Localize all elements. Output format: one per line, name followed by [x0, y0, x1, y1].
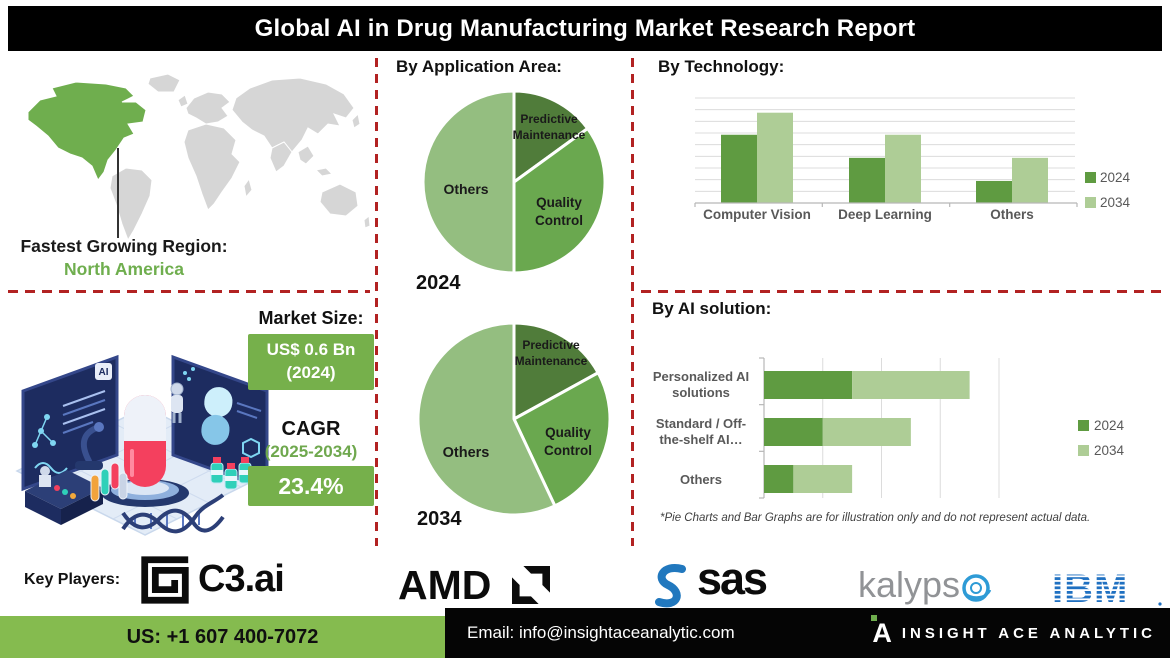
- ibm-logo: IBM: [1052, 568, 1162, 610]
- map-asia: [231, 77, 355, 153]
- svg-text:2034: 2034: [1094, 443, 1125, 458]
- region-label: Fastest Growing Region:: [20, 236, 228, 256]
- sas-logo-icon: [655, 564, 686, 608]
- pie2-label-predictive-maintenance: Predictive Maintenance: [514, 338, 588, 368]
- divider-vertical-right: [631, 58, 634, 546]
- right-screen-glyphs: [183, 367, 262, 459]
- map-japan: [351, 112, 361, 129]
- kalypso-logo-text: kalyps: [858, 564, 961, 605]
- footer-email: Email: info@insightaceanalytic.com: [467, 623, 735, 642]
- robot-figure: [170, 382, 184, 423]
- svg-text:2034: 2034: [1100, 195, 1131, 210]
- ai-cat-personalized: Personalized AI solutions: [652, 369, 750, 401]
- region-value: North America: [64, 259, 184, 279]
- market-size-year: (2024): [286, 363, 336, 382]
- lab-illustration: AI: [15, 354, 275, 536]
- divider-vertical-left: [375, 58, 378, 546]
- market-size-value: US$ 0.6 Bn: [266, 340, 356, 360]
- technology-bar-chart: Computer Vision Deep Learning Others 2024 20…: [648, 92, 1164, 237]
- amd-logo-mark: [512, 566, 550, 604]
- map-pointer-line: [117, 148, 119, 238]
- section-application-area: By Application Area:: [396, 57, 562, 76]
- test-tubes: [90, 462, 128, 502]
- report-title: Global AI in Drug Manufacturing Market R…: [254, 14, 916, 42]
- kalypso-logo-o-icon: [962, 574, 992, 602]
- robotic-arm: [75, 422, 104, 470]
- amd-logo-text: AMD: [398, 562, 492, 608]
- map-india: [269, 141, 293, 173]
- map-europe: [185, 91, 231, 125]
- left-screen: [21, 354, 119, 492]
- vials: [210, 457, 252, 490]
- brand-lockup: A INSIGHT ACE ANALYTIC: [871, 608, 1156, 658]
- footer-email-bar: Email: info@insightaceanalytic.com A INS…: [445, 608, 1170, 658]
- divider-horizontal-left: [8, 290, 370, 293]
- svg-text:Computer Vision: Computer Vision: [703, 207, 811, 222]
- cagr-period: (2025-2034): [264, 442, 358, 461]
- pie-chart-2034: [415, 320, 613, 523]
- cagr-value: 23.4%: [278, 472, 344, 499]
- map-indonesia: [314, 167, 334, 177]
- pie1-year: 2024: [416, 272, 461, 294]
- ai-solution-bar-chart: 2024 2034: [648, 352, 1164, 512]
- section-technology: By Technology:: [658, 57, 785, 76]
- key-players-label: Key Players:: [24, 571, 121, 588]
- pie1-label-predictive-maintenance: Predictive Maintenance: [512, 112, 586, 142]
- ai-badge: [95, 363, 112, 380]
- console-desk: [25, 466, 103, 525]
- insightace-logo-icon: A: [871, 614, 892, 647]
- svg-text:2024: 2024: [1094, 418, 1125, 433]
- map-se-asia: [297, 145, 315, 165]
- pie-chart-2024: [420, 88, 608, 281]
- footer-phone: US: +1 607 400-7072: [126, 625, 319, 648]
- pie2-year: 2034: [417, 508, 462, 530]
- pie2-label-quality-control: Quality Control: [544, 425, 592, 458]
- map-australia: [319, 183, 359, 217]
- divider-horizontal-right: [641, 290, 1162, 293]
- pie2-label-others: Others: [442, 445, 490, 461]
- dna-helix: [121, 493, 225, 534]
- footer-phone-bar: US: +1 607 400-7072: [0, 616, 445, 658]
- world-map: [27, 73, 371, 242]
- c3ai-logo-icon: [141, 556, 189, 604]
- map-greenland: [147, 73, 181, 93]
- pie1-label-quality-control: Quality Control: [535, 195, 583, 228]
- left-screen-glyphs: AI: [32, 363, 112, 474]
- svg-text:Others: Others: [990, 207, 1034, 222]
- market-size-value-box: US$ 0.6 Bn (2024): [248, 334, 374, 390]
- cagr-value-box: 23.4%: [248, 466, 374, 506]
- ai-cat-others: Others: [680, 472, 722, 487]
- brand-name: INSIGHT ACE ANALYTIC: [901, 624, 1156, 642]
- svg-text:IBM: IBM: [1052, 568, 1128, 610]
- ai-cat-standard: Standard / Off- the-shelf AI…: [655, 416, 747, 448]
- c3ai-logo-text: C3.ai: [198, 558, 285, 600]
- title-banner: Global AI in Drug Manufacturing Market R…: [8, 6, 1162, 51]
- map-north-america-highlight: [27, 81, 147, 181]
- map-new-zealand: [363, 215, 371, 229]
- map-madagascar: [243, 177, 253, 199]
- cagr-label: CAGR: [281, 418, 341, 440]
- svg-text:AI: AI: [99, 367, 109, 378]
- chart-disclaimer: *Pie Charts and Bar Graphs are for illus…: [660, 512, 1091, 524]
- svg-text:Deep Learning: Deep Learning: [838, 207, 932, 222]
- map-africa: [183, 123, 241, 211]
- map-uk: [177, 94, 189, 108]
- pie1-label-others: Others: [443, 181, 489, 197]
- section-ai-solution: By AI solution:: [652, 299, 772, 318]
- fastest-growing-region: Fastest Growing Region: North America: [14, 236, 234, 280]
- sas-logo-text: sas: [697, 553, 768, 604]
- market-size-label: Market Size:: [258, 308, 364, 328]
- svg-text:2024: 2024: [1100, 170, 1131, 185]
- map-south-america: [109, 167, 153, 242]
